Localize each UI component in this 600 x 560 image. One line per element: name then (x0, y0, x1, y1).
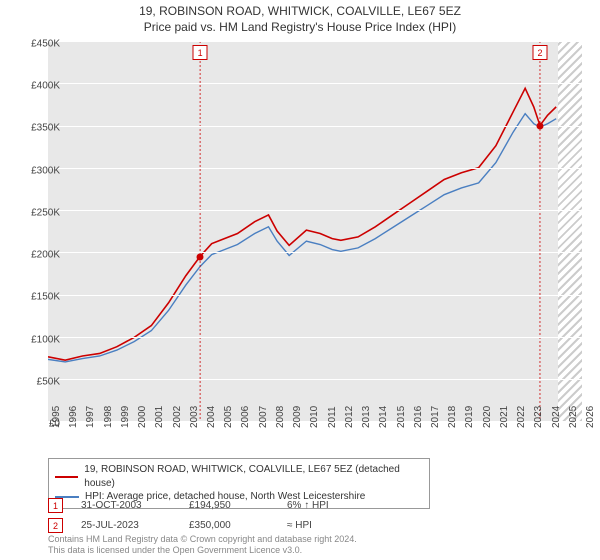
legend-label-property: 19, ROBINSON ROAD, WHITWICK, COALVILLE, … (84, 463, 423, 490)
y-axis-tick: £250K (31, 207, 60, 218)
x-axis-tick: 1999 (120, 406, 131, 428)
marker-dot-1 (197, 253, 204, 260)
x-axis-tick: 1996 (68, 406, 79, 428)
x-axis-tick: 2016 (413, 406, 424, 428)
x-axis-tick: 2025 (568, 406, 579, 428)
x-axis-tick: 2013 (361, 406, 372, 428)
x-axis-tick: 2014 (378, 406, 389, 428)
y-axis-tick: £150K (31, 292, 60, 303)
y-axis-tick: £100K (31, 334, 60, 345)
x-axis-tick: 2008 (275, 406, 286, 428)
y-axis-tick: £50K (37, 376, 60, 387)
chart-svg (48, 41, 582, 421)
x-axis-tick: 2018 (447, 406, 458, 428)
x-axis-tick: 2009 (292, 406, 303, 428)
x-axis-tick: 2007 (258, 406, 269, 428)
x-axis-tick: 2005 (223, 406, 234, 428)
marker-badge-1: 1 (193, 45, 208, 60)
x-axis-tick: 2011 (327, 406, 338, 428)
transaction-price-2: £350,000 (189, 520, 269, 531)
x-axis-tick: 2000 (137, 406, 148, 428)
x-axis-tick: 2021 (499, 406, 510, 428)
x-axis-tick: 2026 (585, 406, 596, 428)
transaction-row-1: 1 31-OCT-2003 £194,950 6% ↑ HPI (48, 498, 329, 513)
transaction-date-2: 25-JUL-2023 (81, 520, 171, 531)
series-property (48, 88, 556, 360)
footer-line-1: Contains HM Land Registry data © Crown c… (48, 534, 357, 545)
transaction-badge-2: 2 (48, 518, 63, 533)
y-axis-tick: £400K (31, 81, 60, 92)
y-axis-tick: £300K (31, 165, 60, 176)
x-axis-tick: 2020 (482, 406, 493, 428)
series-hpi (48, 114, 556, 362)
transaction-delta-2: ≈ HPI (287, 520, 312, 531)
y-axis-tick: £200K (31, 250, 60, 261)
transaction-badge-1: 1 (48, 498, 63, 513)
legend-swatch-property (55, 476, 78, 478)
x-axis-tick: 2006 (240, 406, 251, 428)
x-axis-tick: 2015 (396, 406, 407, 428)
x-axis-tick: 2010 (309, 406, 320, 428)
chart-area: 12 (48, 41, 582, 421)
x-axis-tick: 2002 (172, 406, 183, 428)
footer: Contains HM Land Registry data © Crown c… (48, 534, 357, 557)
x-axis-tick: 2023 (533, 406, 544, 428)
x-axis-tick: 2019 (464, 406, 475, 428)
x-axis-tick: 1997 (85, 406, 96, 428)
transaction-date-1: 31-OCT-2003 (81, 500, 171, 511)
y-axis-tick: £350K (31, 123, 60, 134)
transaction-delta-1: 6% ↑ HPI (287, 500, 329, 511)
chart-container: 19, ROBINSON ROAD, WHITWICK, COALVILLE, … (0, 0, 600, 560)
chart-subtitle: Price paid vs. HM Land Registry's House … (0, 20, 600, 36)
x-axis-tick: 2003 (189, 406, 200, 428)
chart-title: 19, ROBINSON ROAD, WHITWICK, COALVILLE, … (0, 4, 600, 20)
footer-line-2: This data is licensed under the Open Gov… (48, 545, 357, 556)
x-axis-tick: 2001 (154, 406, 165, 428)
y-axis-tick: £450K (31, 39, 60, 50)
x-axis-tick: 2022 (516, 406, 527, 428)
marker-badge-2: 2 (532, 45, 547, 60)
legend-row-property: 19, ROBINSON ROAD, WHITWICK, COALVILLE, … (55, 463, 423, 490)
x-axis-tick: 1995 (51, 406, 62, 428)
x-axis-tick: 2024 (551, 406, 562, 428)
marker-dot-2 (536, 122, 543, 129)
titles: 19, ROBINSON ROAD, WHITWICK, COALVILLE, … (0, 0, 600, 35)
x-axis-tick: 1998 (103, 406, 114, 428)
x-axis-tick: 2017 (430, 406, 441, 428)
transaction-price-1: £194,950 (189, 500, 269, 511)
x-axis-tick: 2012 (344, 406, 355, 428)
x-axis-tick: 2004 (206, 406, 217, 428)
transaction-row-2: 2 25-JUL-2023 £350,000 ≈ HPI (48, 518, 312, 533)
